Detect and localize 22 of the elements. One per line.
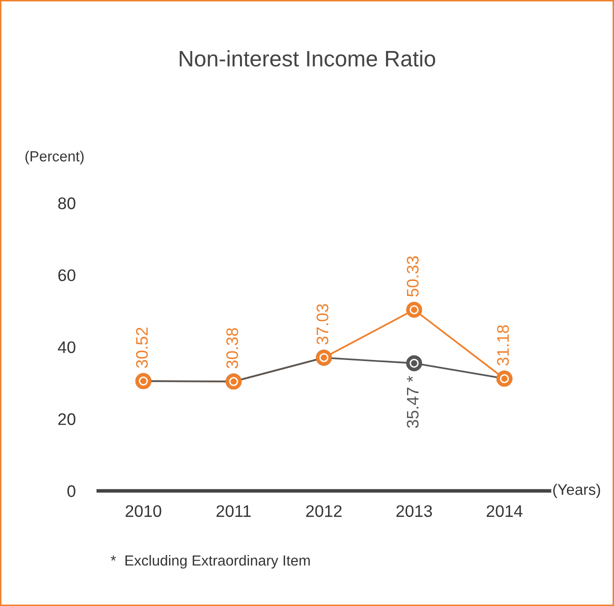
point bbox=[406, 355, 422, 372]
x-tick-label: 2013 bbox=[396, 505, 432, 517]
y-tick-label: 80 bbox=[58, 197, 76, 210]
data-label: 30.38 bbox=[226, 328, 238, 368]
y-axis-title: (Percent) bbox=[25, 150, 84, 164]
x-axis-title: (Years) bbox=[553, 484, 600, 498]
point bbox=[406, 302, 422, 318]
data-label: 37.03 bbox=[316, 304, 328, 344]
chart-title: Non-interest Income Ratio bbox=[180, 50, 436, 67]
x-tick-label: 2010 bbox=[126, 505, 162, 517]
text: * Excluding Extraordinary Item bbox=[110, 554, 310, 569]
x-tick-label: 2014 bbox=[486, 505, 522, 517]
x-tick-label: 2012 bbox=[306, 505, 342, 517]
data-label: 35.47 * bbox=[406, 376, 419, 428]
y-tick-label: 40 bbox=[58, 341, 76, 354]
y-tick-label: 0 bbox=[67, 485, 76, 498]
data-label: 30.52 bbox=[136, 328, 148, 368]
y-tick-label: 20 bbox=[58, 413, 76, 426]
data-label: 50.33 bbox=[406, 256, 419, 297]
data-label: 31.18 bbox=[497, 325, 509, 366]
x-tick-label: 2011 bbox=[216, 505, 251, 517]
y-tick-label: 60 bbox=[58, 269, 76, 282]
